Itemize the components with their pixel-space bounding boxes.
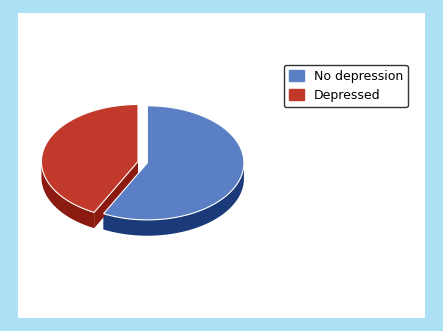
Polygon shape [104,163,148,229]
Polygon shape [42,162,94,228]
Polygon shape [104,106,244,220]
Text: 42.5%: 42.5% [60,147,113,162]
Polygon shape [104,164,244,236]
Polygon shape [94,162,138,228]
Polygon shape [42,105,138,213]
Text: 57.5%: 57.5% [173,163,225,178]
Legend: No depression, Depressed: No depression, Depressed [284,65,408,107]
